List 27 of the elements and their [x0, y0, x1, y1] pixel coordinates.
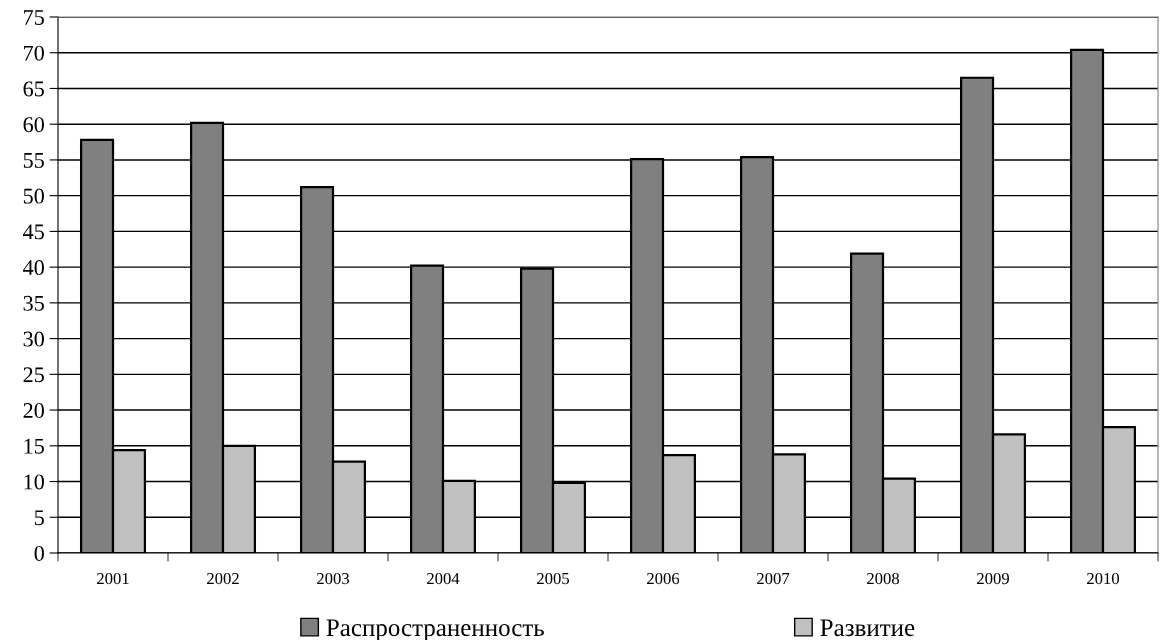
- x-tick-label: 2006: [647, 572, 680, 585]
- x-tick-label: 2005: [537, 572, 570, 585]
- x-tick-label: 2008: [867, 572, 900, 585]
- x-tick-label: 2002: [207, 572, 239, 585]
- y-tick-label: 45: [23, 224, 44, 240]
- y-tick-label: 35: [23, 295, 44, 311]
- y-tick-label: 55: [23, 153, 44, 168]
- y-tick-label: 70: [24, 45, 44, 61]
- y-tick-label: 15: [24, 438, 44, 454]
- y-tick-label: 40: [23, 260, 44, 276]
- x-tick-label: 2007: [757, 572, 790, 585]
- y-tick-label: 10: [24, 474, 44, 490]
- y-tick-label: 65: [23, 81, 44, 97]
- x-tick-label: 2001: [97, 572, 129, 585]
- x-tick-label: 2010: [1087, 572, 1120, 585]
- y-tick-label: 50: [23, 188, 44, 204]
- y-tick-label: 0: [34, 545, 44, 561]
- x-tick-label: 2003: [317, 572, 350, 585]
- x-tick-label: 2009: [977, 572, 1009, 585]
- legend-label: Развитие: [820, 619, 915, 637]
- y-tick-label: 20: [23, 403, 44, 418]
- x-tick-label: 2004: [427, 572, 460, 585]
- y-tick-label: 75: [24, 10, 44, 25]
- y-tick-label: 25: [23, 367, 44, 383]
- y-tick-label: 60: [23, 117, 44, 133]
- y-tick-label: 30: [23, 331, 44, 347]
- y-tick-label: 5: [34, 510, 44, 526]
